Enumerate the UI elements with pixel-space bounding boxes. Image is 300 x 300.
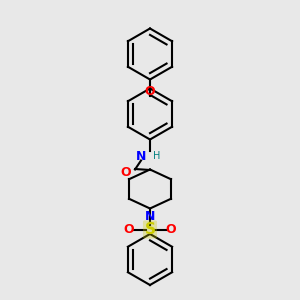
Text: O: O — [145, 85, 155, 98]
Text: S: S — [145, 222, 155, 237]
Text: O: O — [124, 223, 134, 236]
Text: N: N — [145, 210, 155, 223]
Text: O: O — [166, 223, 176, 236]
Text: N: N — [136, 149, 146, 163]
Text: H: H — [153, 151, 160, 161]
Text: O: O — [121, 166, 131, 179]
